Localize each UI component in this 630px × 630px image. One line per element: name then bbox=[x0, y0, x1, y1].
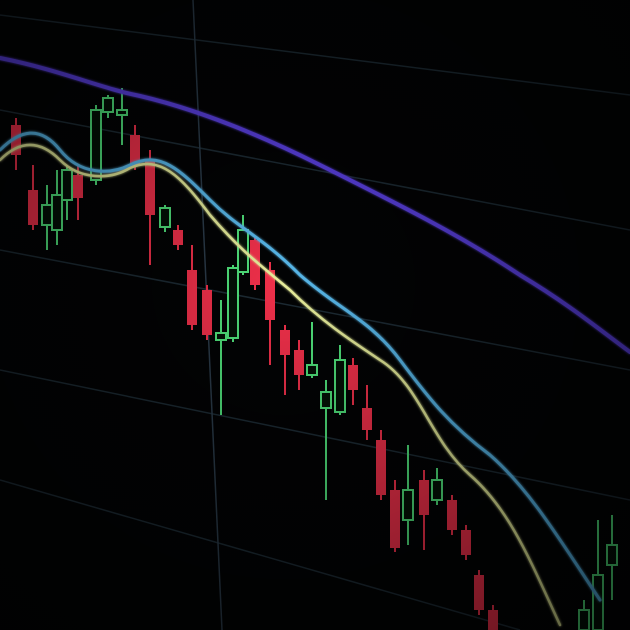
vignette bbox=[0, 0, 630, 630]
page: (() => { const svg = document.getElement… bbox=[0, 0, 630, 630]
chart-photo bbox=[0, 0, 630, 630]
